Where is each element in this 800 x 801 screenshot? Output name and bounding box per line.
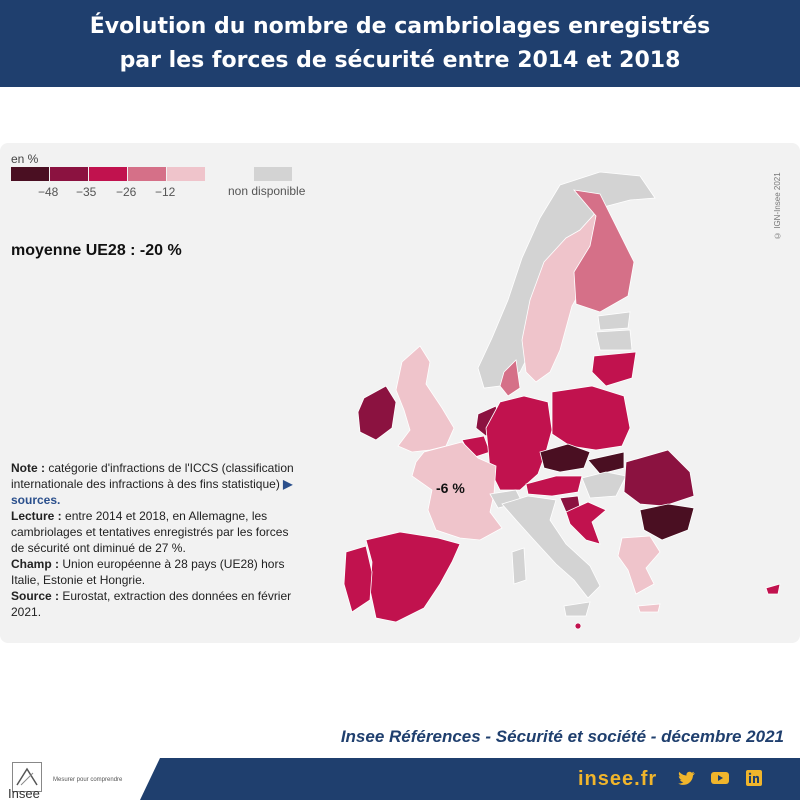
notes-block: Note : catégorie d'infractions de l'ICCS…: [11, 460, 301, 620]
note-paragraph: Note : catégorie d'infractions de l'ICCS…: [11, 460, 301, 508]
region-portugal: [343, 545, 373, 613]
region-italie-sardaigne: [511, 547, 527, 585]
region-lituanie: [591, 351, 637, 387]
region-france: [411, 441, 503, 541]
region-irlande: [357, 385, 397, 441]
region-hongrie: [581, 471, 627, 499]
region-chypre: [765, 583, 781, 595]
insee-tagline: Mesurer pour comprendre: [53, 777, 123, 783]
france-value-label: -6 %: [436, 480, 465, 496]
region-finlande: [573, 189, 635, 313]
title-banner: Évolution du nombre de cambriolages enre…: [0, 0, 800, 87]
publication-reference: Insee Références - Sécurité et société -…: [340, 727, 784, 746]
footer-logo-area: Insee Mesurer pour comprendre: [0, 758, 150, 801]
legend-class-2: [50, 167, 88, 181]
lecture-label: Lecture :: [11, 509, 62, 523]
source-paragraph: Source : Eurostat, extraction des donnée…: [11, 588, 301, 620]
legend-class-5: [167, 167, 205, 181]
region-malte: [574, 622, 582, 630]
sources-link-label[interactable]: sources: [11, 493, 58, 507]
legend-tick: −48: [38, 185, 59, 199]
region-autriche: [525, 475, 583, 497]
note-label: Note :: [11, 461, 45, 475]
region-slovaquie: [587, 451, 625, 475]
legend-class-4: [128, 167, 166, 181]
source-label: Source :: [11, 589, 60, 603]
region-bulgarie: [639, 503, 695, 541]
source-text: Eurostat, extraction des données en févr…: [11, 589, 292, 619]
footer-band: [140, 758, 800, 800]
region-roumanie: [623, 449, 695, 507]
region-espagne: [365, 531, 461, 623]
legend-unit: en %: [11, 152, 39, 166]
title-line-1: Évolution du nombre de cambriolages enre…: [89, 13, 711, 39]
linkedin-icon[interactable]: [745, 770, 763, 786]
legend-not-available-swatch: [254, 167, 292, 181]
champ-label: Champ :: [11, 557, 59, 571]
legend-class-3: [89, 167, 127, 181]
legend-not-available-label: non disponible: [228, 184, 306, 198]
insee-logo-text: Insee: [8, 786, 40, 801]
region-croatie: [565, 501, 607, 545]
lecture-paragraph: Lecture : entre 2014 et 2018, en Allemag…: [11, 508, 301, 556]
eu-average-label: moyenne UE28 : -20 %: [11, 242, 182, 259]
champ-paragraph: Champ : Union européenne à 28 pays (UE28…: [11, 556, 301, 588]
champ-text: Union européenne à 28 pays (UE28) hors I…: [11, 557, 285, 587]
legend-class-1: [11, 167, 49, 181]
sources-link[interactable]: ▶ sources.: [11, 477, 293, 507]
region-royaume-uni: [395, 345, 455, 453]
region-grece-crete: [637, 603, 661, 613]
note-text: catégorie d'infractions de l'ICCS (class…: [11, 461, 294, 491]
region-italie: [501, 495, 601, 599]
region-allemagne: [485, 395, 553, 491]
legend-tick: −35: [76, 185, 97, 199]
insee-logo-icon: [12, 762, 42, 792]
region-lettonie: [595, 329, 633, 351]
region-danemark: [499, 359, 521, 397]
youtube-icon[interactable]: [711, 770, 729, 786]
lecture-text: entre 2014 et 2018, en Allemagne, les ca…: [11, 509, 289, 555]
site-link[interactable]: insee.fr: [578, 768, 658, 790]
region-tchequie: [539, 443, 591, 473]
region-italie-sicile: [563, 601, 591, 617]
legend-tick: −26: [116, 185, 137, 199]
copyright: © IGN-Insee 2021: [773, 172, 782, 240]
legend-color-bar: [11, 167, 206, 181]
title-line-2: par les forces de sécurité entre 2014 et…: [119, 47, 681, 73]
twitter-icon[interactable]: [678, 770, 696, 786]
region-grece: [617, 535, 661, 595]
legend-tick: −12: [155, 185, 176, 199]
region-pologne: [551, 385, 631, 451]
region-estonie: [597, 311, 631, 331]
